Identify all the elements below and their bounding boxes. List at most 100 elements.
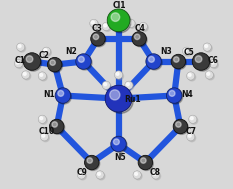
Circle shape (135, 172, 137, 175)
Circle shape (40, 133, 48, 141)
Circle shape (96, 171, 104, 179)
Circle shape (57, 89, 71, 104)
Text: C4: C4 (135, 24, 146, 33)
Text: C5: C5 (183, 48, 194, 57)
Circle shape (188, 134, 196, 142)
Circle shape (104, 83, 111, 90)
Circle shape (128, 21, 131, 24)
Circle shape (49, 59, 63, 73)
Circle shape (195, 56, 202, 62)
Circle shape (184, 49, 187, 52)
Circle shape (146, 54, 161, 69)
Circle shape (105, 85, 132, 112)
Circle shape (110, 90, 120, 100)
Circle shape (173, 119, 188, 134)
Circle shape (18, 45, 21, 47)
Circle shape (132, 32, 146, 46)
Circle shape (40, 117, 43, 120)
Circle shape (111, 136, 126, 152)
Circle shape (44, 49, 47, 52)
Text: C9: C9 (77, 168, 88, 177)
Circle shape (79, 57, 84, 62)
Circle shape (112, 138, 127, 153)
Circle shape (40, 74, 43, 76)
Circle shape (194, 54, 211, 71)
Circle shape (52, 122, 58, 127)
Circle shape (87, 158, 93, 163)
Circle shape (140, 157, 153, 170)
Circle shape (40, 74, 47, 81)
Circle shape (102, 81, 110, 89)
Text: C7: C7 (185, 127, 196, 136)
Circle shape (16, 61, 24, 69)
Circle shape (116, 72, 119, 75)
Circle shape (116, 72, 123, 80)
Circle shape (192, 53, 210, 70)
Text: C1: C1 (14, 56, 25, 65)
Circle shape (44, 49, 51, 56)
Circle shape (188, 74, 196, 81)
Circle shape (51, 121, 65, 134)
Circle shape (91, 21, 99, 28)
Circle shape (85, 155, 99, 170)
Circle shape (90, 19, 98, 28)
Text: N2: N2 (65, 47, 77, 56)
Circle shape (77, 171, 86, 179)
Circle shape (190, 117, 193, 120)
Circle shape (169, 90, 175, 96)
Circle shape (139, 22, 147, 31)
Text: Ru1: Ru1 (125, 95, 141, 104)
Circle shape (153, 172, 156, 175)
Circle shape (91, 32, 105, 46)
Circle shape (58, 90, 64, 96)
Circle shape (42, 47, 51, 55)
Circle shape (151, 171, 160, 179)
Circle shape (134, 34, 140, 40)
Circle shape (128, 21, 136, 28)
Text: N3: N3 (160, 47, 172, 56)
Circle shape (171, 54, 185, 69)
Circle shape (167, 88, 182, 103)
Text: N4: N4 (182, 90, 193, 99)
Circle shape (17, 43, 25, 51)
Text: Cl1: Cl1 (113, 1, 126, 10)
Circle shape (189, 115, 197, 123)
Circle shape (173, 56, 186, 70)
Circle shape (38, 115, 46, 123)
Circle shape (187, 133, 195, 141)
Circle shape (55, 88, 71, 103)
Circle shape (190, 117, 198, 124)
Circle shape (188, 134, 191, 137)
Circle shape (40, 117, 47, 124)
Circle shape (104, 83, 107, 86)
Circle shape (148, 57, 154, 62)
Text: C10: C10 (38, 127, 55, 136)
Circle shape (42, 134, 49, 142)
Circle shape (23, 53, 41, 70)
Circle shape (49, 119, 64, 134)
Circle shape (141, 24, 148, 31)
Circle shape (98, 172, 105, 180)
Circle shape (16, 61, 19, 64)
Circle shape (174, 57, 179, 62)
Circle shape (14, 60, 23, 68)
Circle shape (175, 121, 188, 134)
Circle shape (92, 33, 106, 47)
Circle shape (135, 172, 142, 180)
Circle shape (176, 122, 181, 127)
Circle shape (205, 71, 213, 79)
Circle shape (114, 71, 123, 79)
Circle shape (207, 72, 214, 80)
Circle shape (113, 139, 119, 145)
Circle shape (23, 72, 26, 75)
Circle shape (91, 21, 94, 24)
Circle shape (184, 49, 192, 56)
Circle shape (207, 72, 210, 75)
Circle shape (133, 171, 141, 179)
Circle shape (211, 61, 214, 64)
Circle shape (111, 13, 120, 21)
Circle shape (209, 60, 218, 68)
Circle shape (138, 155, 153, 170)
Circle shape (125, 81, 133, 89)
Circle shape (126, 83, 129, 86)
